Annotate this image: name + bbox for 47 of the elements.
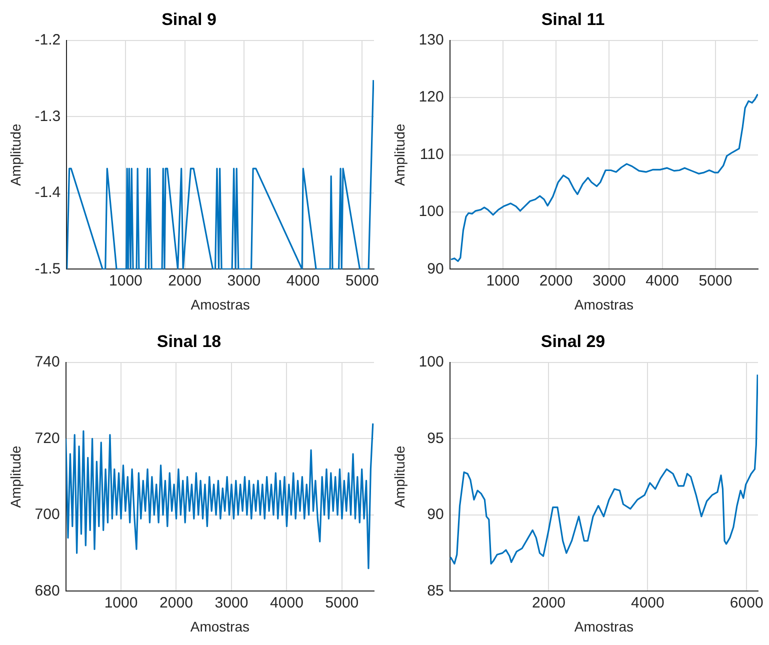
y-tick-label: 100 [418,354,444,371]
y-tick-label: 120 [418,88,444,106]
y-tick-label: -1.5 [34,260,61,278]
x-tick-label: 6000 [730,594,764,612]
y-tick-label: 95 [427,430,444,447]
y-tick-label: 85 [427,582,444,600]
x-tick-label: 2000 [160,594,193,612]
chart-title: Sinal 29 [540,332,606,351]
x-tick-label: 2000 [168,272,202,290]
y-axis-title: Amplitude [391,123,408,186]
x-tick-label: 4000 [270,594,304,612]
x-tick-label: 3000 [592,272,626,290]
chart-title: Sinal 9 [162,10,216,29]
x-tick-label: 1000 [104,594,138,612]
y-tick-label: 110 [420,146,444,163]
chart-title: Sinal 11 [541,10,605,29]
y-tick-label: 740 [34,354,60,371]
x-tick-label: 5000 [325,594,359,612]
x-tick-label: 1000 [109,272,142,290]
y-tick-label: -1.4 [34,184,61,202]
x-tick-label: 3000 [227,272,261,290]
y-tick-label: 90 [427,260,444,278]
y-tick-label: 680 [34,582,60,600]
y-tick-label: 720 [34,430,60,447]
x-axis-title: Amostras [190,296,250,312]
chart-title: Sinal 18 [156,332,222,351]
x-axis-title: Amostras [574,296,634,312]
y-tick-label: 700 [34,506,60,524]
y-tick-label: 130 [418,32,444,49]
y-tick-label: -1.2 [34,32,61,49]
x-tick-label: 3000 [214,594,248,612]
x-tick-label: 4000 [646,272,680,290]
x-tick-label: 1000 [486,272,520,290]
x-tick-label: 5000 [345,272,379,290]
y-axis-title: Amplitude [7,123,24,186]
y-tick-label: -1.3 [34,108,61,125]
y-axis-title: Amplitude [7,445,24,508]
x-axis-title: Amostras [190,618,250,634]
x-axis-title: Amostras [574,618,634,634]
x-tick-label: 4000 [630,594,664,612]
y-axis-title: Amplitude [391,445,408,508]
x-tick-label: 2000 [532,594,566,612]
y-tick-label: 90 [427,506,444,524]
y-tick-label: 100 [418,203,444,220]
x-tick-label: 4000 [286,272,320,290]
x-tick-label: 2000 [539,272,573,290]
x-tick-label: 5000 [698,272,732,290]
